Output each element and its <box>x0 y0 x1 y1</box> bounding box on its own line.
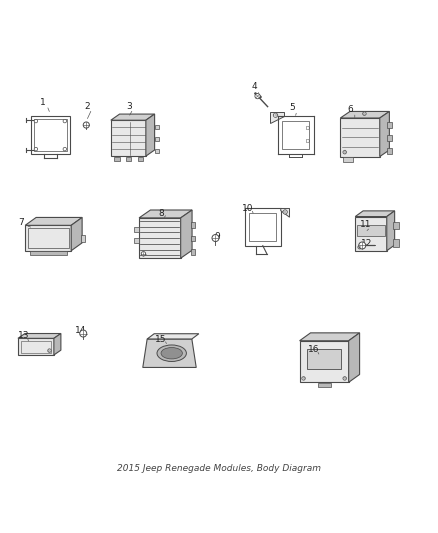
Text: 11: 11 <box>360 220 372 229</box>
Polygon shape <box>139 218 180 258</box>
Circle shape <box>83 122 89 128</box>
Text: 5: 5 <box>290 103 296 112</box>
Bar <box>387 135 392 141</box>
Text: 12: 12 <box>360 239 372 248</box>
Polygon shape <box>139 210 192 218</box>
Bar <box>318 383 331 387</box>
Text: 14: 14 <box>74 326 86 335</box>
Polygon shape <box>300 333 360 341</box>
Polygon shape <box>18 338 54 355</box>
Bar <box>138 157 143 161</box>
Bar <box>387 122 392 128</box>
Bar <box>28 228 68 248</box>
Bar <box>191 222 195 228</box>
Circle shape <box>34 119 38 123</box>
Text: 3: 3 <box>126 102 132 111</box>
Polygon shape <box>146 114 155 156</box>
Polygon shape <box>300 341 349 382</box>
Text: 15: 15 <box>155 335 167 344</box>
Circle shape <box>302 377 305 380</box>
Bar <box>30 251 67 255</box>
Polygon shape <box>340 118 380 157</box>
Circle shape <box>80 330 87 337</box>
Bar <box>191 249 195 255</box>
Bar <box>245 208 281 246</box>
Text: 2015 Jeep Renegade Modules, Body Diagram: 2015 Jeep Renegade Modules, Body Diagram <box>117 464 321 473</box>
Circle shape <box>358 246 361 249</box>
Polygon shape <box>25 225 71 251</box>
Circle shape <box>343 377 346 380</box>
Bar <box>155 149 159 153</box>
Bar <box>34 119 67 151</box>
Bar <box>155 137 159 141</box>
Text: D: D <box>305 139 309 144</box>
Bar <box>387 148 392 154</box>
Polygon shape <box>380 111 389 157</box>
Polygon shape <box>340 111 389 118</box>
Bar <box>81 235 85 243</box>
Polygon shape <box>54 334 61 355</box>
Polygon shape <box>18 334 61 338</box>
Circle shape <box>63 119 67 123</box>
Polygon shape <box>147 334 199 339</box>
Ellipse shape <box>161 348 182 359</box>
Polygon shape <box>25 217 82 225</box>
Polygon shape <box>71 217 82 251</box>
Text: 7: 7 <box>18 218 24 227</box>
Bar <box>393 239 399 247</box>
Polygon shape <box>180 210 192 258</box>
Circle shape <box>212 235 219 241</box>
Circle shape <box>48 349 51 352</box>
Text: 1: 1 <box>39 98 46 107</box>
Bar <box>343 157 353 162</box>
Circle shape <box>359 242 366 249</box>
Text: 2: 2 <box>85 102 90 111</box>
Polygon shape <box>270 112 284 123</box>
Bar <box>31 116 70 155</box>
Circle shape <box>34 147 38 151</box>
Circle shape <box>141 252 145 256</box>
Polygon shape <box>355 216 387 251</box>
Ellipse shape <box>157 345 187 361</box>
Circle shape <box>363 112 366 115</box>
Text: 10: 10 <box>242 204 254 213</box>
Circle shape <box>343 150 346 154</box>
Bar <box>307 349 341 369</box>
Bar <box>126 157 131 161</box>
Bar <box>357 225 385 236</box>
Polygon shape <box>111 114 155 120</box>
Circle shape <box>255 93 260 99</box>
Polygon shape <box>387 211 395 251</box>
Polygon shape <box>355 211 395 216</box>
Text: 9: 9 <box>214 232 220 241</box>
Text: D: D <box>305 126 309 131</box>
Text: 6: 6 <box>347 105 353 114</box>
Polygon shape <box>143 339 196 367</box>
Polygon shape <box>281 208 290 217</box>
Bar <box>249 213 276 241</box>
Circle shape <box>273 113 278 117</box>
Polygon shape <box>111 120 146 156</box>
Bar <box>282 121 309 149</box>
Bar <box>114 157 120 161</box>
Text: 4: 4 <box>251 83 257 92</box>
Bar <box>134 227 139 232</box>
Bar <box>191 236 195 241</box>
Text: 8: 8 <box>158 208 164 217</box>
Bar <box>393 222 399 230</box>
Bar <box>134 238 139 243</box>
Text: 16: 16 <box>308 345 319 354</box>
Text: 13: 13 <box>18 331 29 340</box>
Circle shape <box>63 147 67 151</box>
Bar <box>155 125 159 130</box>
Polygon shape <box>349 333 360 382</box>
Circle shape <box>283 210 287 214</box>
Bar <box>21 341 51 353</box>
